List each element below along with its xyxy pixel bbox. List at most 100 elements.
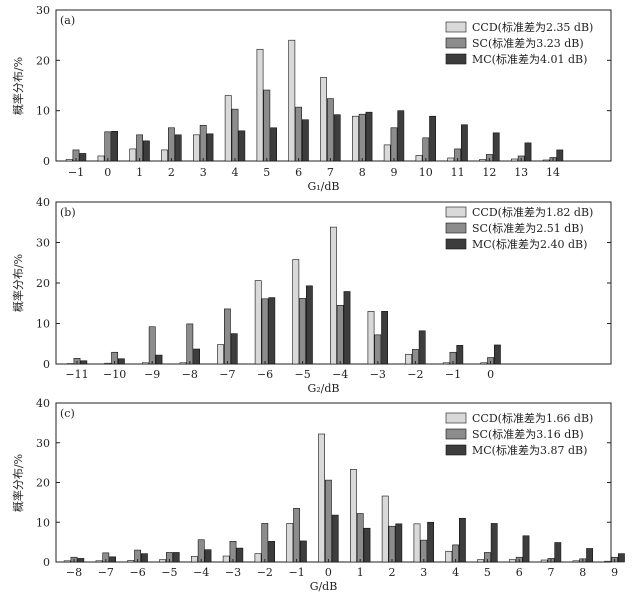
y-tick-label: 0 xyxy=(43,155,50,168)
y-tick-label: 20 xyxy=(36,277,50,290)
bar-mc xyxy=(617,553,625,563)
bar-mc xyxy=(490,523,498,563)
bar-ccd xyxy=(442,362,450,365)
bar-mc xyxy=(109,556,116,563)
x-tick-label: 11 xyxy=(451,166,465,179)
bar-ccd xyxy=(63,560,71,563)
bar-ccd xyxy=(381,495,389,563)
bar-sc xyxy=(299,298,306,365)
bar-ccd xyxy=(351,115,359,162)
bar-mc xyxy=(492,132,500,162)
legend-swatch xyxy=(445,222,467,234)
bar-ccd xyxy=(142,362,149,365)
x-tick-label: 0 xyxy=(487,368,494,381)
bar-ccd xyxy=(383,144,391,162)
bar-mc xyxy=(343,291,351,365)
bar-sc xyxy=(336,304,344,365)
y-axis-label: 概率分布/% xyxy=(11,57,25,115)
x-tick-label: −7 xyxy=(98,566,114,579)
bar-mc xyxy=(80,360,88,365)
x-tick-label: 12 xyxy=(482,166,496,179)
bar-mc xyxy=(77,558,85,563)
bar-ccd xyxy=(479,159,486,162)
bar-mc xyxy=(458,517,466,563)
bar-mc xyxy=(493,344,501,365)
x-tick-label: −6 xyxy=(257,368,273,381)
x-tick-label: −2 xyxy=(257,566,273,579)
x-tick-label: 5 xyxy=(263,166,270,179)
bar-mc xyxy=(141,553,148,563)
bar-sc xyxy=(295,106,302,162)
x-tick-label: −1 xyxy=(288,566,304,579)
y-tick-label: 40 xyxy=(36,196,50,209)
x-tick-label: 4 xyxy=(232,166,239,179)
bar-sc xyxy=(148,326,156,365)
bar-sc xyxy=(356,513,364,563)
legend-entry: CCD(标准差为1.66 dB) xyxy=(472,411,593,425)
y-tick-label: 40 xyxy=(36,397,50,410)
bar-mc xyxy=(155,354,163,365)
bar-ccd xyxy=(256,48,264,162)
bar-ccd xyxy=(480,362,488,365)
x-tick-label: 0 xyxy=(104,166,111,179)
legend-entry: SC(标准差为2.51 dB) xyxy=(472,221,584,235)
x-tick-label: 9 xyxy=(611,566,618,579)
x-tick-label: 2 xyxy=(389,566,396,579)
bar-ccd xyxy=(193,134,200,162)
x-tick-label: −10 xyxy=(103,368,126,381)
bar-mc xyxy=(456,345,464,365)
bar-ccd xyxy=(254,553,262,563)
legend-swatch xyxy=(445,238,467,250)
bar-mc xyxy=(427,521,434,563)
y-tick-label: 20 xyxy=(36,477,50,490)
bar-sc xyxy=(358,113,366,162)
x-axis-label: G/dB xyxy=(310,580,338,593)
bar-sc xyxy=(422,137,430,162)
bar-sc xyxy=(199,124,207,162)
y-tick-label: 30 xyxy=(36,237,50,250)
bar-sc xyxy=(326,98,334,162)
legend-swatch xyxy=(445,444,467,456)
x-tick-label: 10 xyxy=(419,166,433,179)
x-axis-label: G₂/dB xyxy=(307,382,339,395)
bar-ccd xyxy=(95,560,103,563)
bar-mc xyxy=(460,124,468,162)
x-tick-label: 1 xyxy=(357,566,364,579)
bar-sc xyxy=(261,298,269,365)
x-tick-label: 2 xyxy=(168,166,175,179)
bar-ccd xyxy=(405,353,412,365)
y-tick-label: 30 xyxy=(36,437,50,450)
bar-ccd xyxy=(447,157,455,162)
legend-entry: MC(标准差为3.87 dB) xyxy=(472,443,587,457)
legend-swatch xyxy=(445,412,467,424)
bar-mc xyxy=(586,548,593,563)
bar-ccd xyxy=(477,559,484,563)
bar-mc xyxy=(268,541,275,563)
bar-ccd xyxy=(217,344,224,365)
bar-ccd xyxy=(540,559,548,563)
bar-mc xyxy=(331,514,339,563)
bar-mc xyxy=(305,285,313,365)
x-tick-label: −4 xyxy=(332,368,348,381)
x-tick-label: 8 xyxy=(359,166,366,179)
bar-mc xyxy=(429,115,436,162)
bar-ccd xyxy=(604,560,612,563)
bar-sc xyxy=(168,127,175,162)
bar-mc xyxy=(397,110,405,162)
x-tick-label: −4 xyxy=(193,566,209,579)
bar-ccd xyxy=(318,433,325,563)
bar-ccd xyxy=(329,226,337,365)
x-tick-label: 5 xyxy=(484,566,491,579)
bar-ccd xyxy=(572,560,580,563)
bar-mc xyxy=(381,311,388,365)
bar-mc xyxy=(333,114,341,162)
x-tick-label: 0 xyxy=(325,566,332,579)
bar-mc xyxy=(556,149,564,162)
bar-mc xyxy=(268,297,276,365)
bar-sc xyxy=(420,539,428,563)
legend-swatch xyxy=(445,206,467,218)
bar-ccd xyxy=(367,311,375,365)
bar-mc xyxy=(206,133,214,162)
x-tick-label: −1 xyxy=(68,166,84,179)
